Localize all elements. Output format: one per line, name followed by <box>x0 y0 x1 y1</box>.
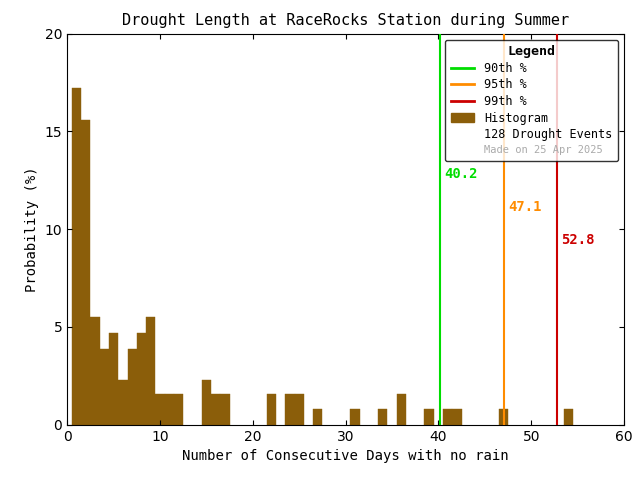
Bar <box>220 394 230 425</box>
Bar <box>499 409 508 425</box>
X-axis label: Number of Consecutive Days with no rain: Number of Consecutive Days with no rain <box>182 449 509 463</box>
Bar <box>397 394 406 425</box>
Bar <box>424 409 434 425</box>
Bar <box>118 380 127 425</box>
Bar <box>137 333 146 425</box>
Text: 40.2: 40.2 <box>444 167 477 180</box>
Bar <box>285 394 294 425</box>
Bar <box>452 409 461 425</box>
Bar <box>164 394 174 425</box>
Text: 52.8: 52.8 <box>561 233 595 247</box>
Bar <box>443 409 452 425</box>
Bar <box>267 394 276 425</box>
Bar <box>350 409 360 425</box>
Bar <box>72 88 81 425</box>
Bar <box>109 333 118 425</box>
Bar <box>156 394 164 425</box>
Bar <box>81 120 90 425</box>
Bar <box>174 394 183 425</box>
Bar <box>294 394 304 425</box>
Title: Drought Length at RaceRocks Station during Summer: Drought Length at RaceRocks Station duri… <box>122 13 569 28</box>
Bar <box>211 394 220 425</box>
Bar <box>313 409 323 425</box>
Bar <box>564 409 573 425</box>
Y-axis label: Probability (%): Probability (%) <box>25 167 39 292</box>
Bar <box>100 348 109 425</box>
Bar <box>202 380 211 425</box>
Bar <box>127 348 137 425</box>
Bar <box>378 409 387 425</box>
Bar <box>90 317 100 425</box>
Bar <box>146 317 156 425</box>
Text: 47.1: 47.1 <box>508 200 541 214</box>
Legend: 90th %, 95th %, 99th %, Histogram, 128 Drought Events, Made on 25 Apr 2025: 90th %, 95th %, 99th %, Histogram, 128 D… <box>445 39 618 161</box>
